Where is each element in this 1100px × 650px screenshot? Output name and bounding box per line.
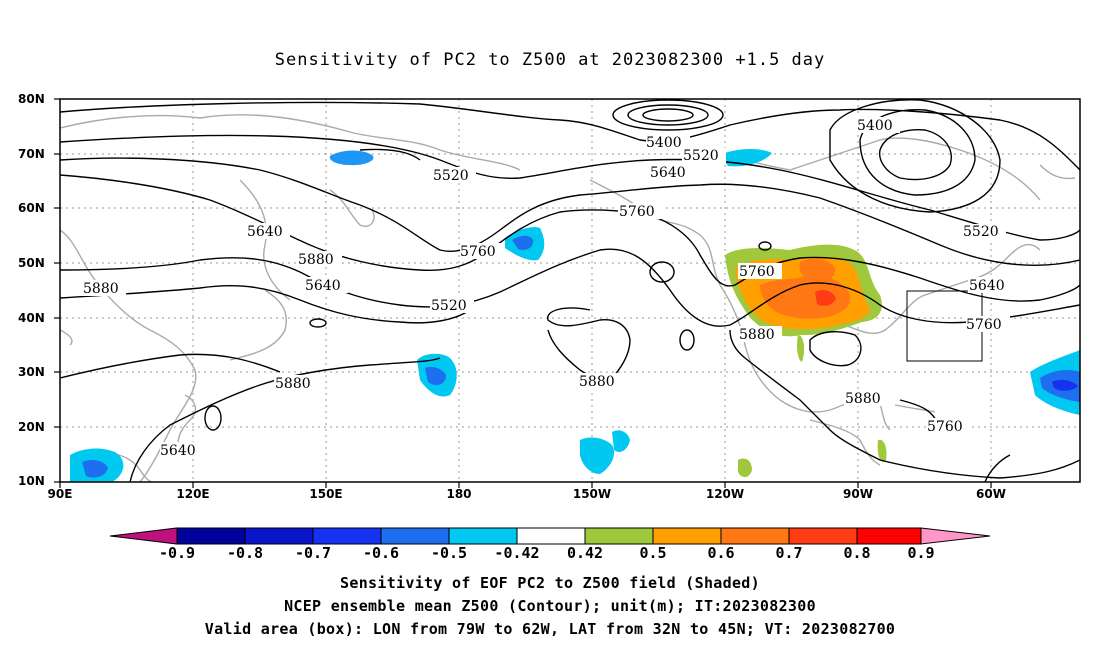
contour-label: 5520: [963, 224, 999, 240]
lon-label: 120E: [176, 487, 210, 501]
contour-label: 5760: [966, 317, 1002, 333]
lat-label: 20N: [18, 420, 45, 434]
contour-label: 5520: [683, 148, 719, 164]
contour-label: 5760: [619, 204, 655, 220]
colorbar-tick: 0.8: [843, 544, 871, 562]
colorbar-tick: 0.9: [907, 544, 935, 562]
contour-label: 5760: [927, 419, 963, 435]
coastlines: [60, 114, 1076, 482]
colorbar-tick: 0.5: [639, 544, 667, 562]
colorbar-tick: -0.42: [494, 544, 540, 562]
colorbar-tick: -0.8: [226, 544, 264, 562]
lat-label: 70N: [18, 147, 45, 161]
lat-label: 50N: [18, 256, 45, 270]
lon-label: 60W: [976, 487, 1006, 501]
lat-label: 60N: [18, 201, 45, 215]
lon-label: 90W: [843, 487, 873, 501]
lon-label: 120W: [705, 487, 745, 501]
map-title: Sensitivity of PC2 to Z500 at 2023082300…: [274, 50, 826, 70]
contour-label: 5520: [433, 168, 469, 184]
colorbar-tick: 0.42: [566, 544, 604, 562]
colorbar: [109, 527, 991, 545]
lat-label: 80N: [18, 92, 45, 106]
negative-sensitivity-shading: [70, 149, 1080, 482]
contour-label: 5640: [247, 224, 283, 240]
lon-label: 180: [446, 487, 472, 501]
lat-label: 30N: [18, 365, 45, 379]
colorbar-tick: 0.7: [775, 544, 803, 562]
contour-label: 5880: [298, 252, 334, 268]
contour-label: 5880: [83, 281, 119, 297]
contour-label: 5880: [579, 374, 615, 390]
lon-label: 90E: [47, 487, 73, 501]
lon-label: 150E: [309, 487, 343, 501]
contour-label: 5880: [275, 376, 311, 392]
contour-label: 5640: [305, 278, 341, 294]
contour-label: 5640: [160, 443, 196, 459]
caption-contour: NCEP ensemble mean Z500 (Contour); unit(…: [284, 597, 816, 615]
axis-ticks: [54, 98, 992, 488]
caption-shading: Sensitivity of EOF PC2 to Z500 field (Sh…: [340, 574, 760, 592]
contour-label: 5400: [646, 135, 682, 151]
contour-label: 5880: [845, 391, 881, 407]
colorbar-tick: -0.7: [294, 544, 332, 562]
colorbar-tick: -0.6: [362, 544, 400, 562]
contour-label: 5640: [969, 278, 1005, 294]
colorbar-tick: 0.6: [707, 544, 735, 562]
contour-label: 5640: [650, 165, 686, 181]
contour-labels: 5400 5520 5400 5640 5520 5760 5640 5880 …: [82, 117, 1012, 459]
contour-label: 5520: [431, 298, 467, 314]
lon-label: 150W: [572, 487, 612, 501]
contour-label: 5880: [739, 327, 775, 343]
colorbar-tick: -0.5: [430, 544, 468, 562]
caption-valid-area: Valid area (box): LON from 79W to 62W, L…: [204, 620, 896, 638]
colorbar-tick: -0.9: [158, 544, 196, 562]
contour-label: 5760: [739, 264, 775, 280]
lat-label: 10N: [18, 474, 45, 488]
contour-label: 5760: [460, 244, 496, 260]
contour-label: 5400: [857, 118, 893, 134]
lat-label: 40N: [18, 311, 45, 325]
